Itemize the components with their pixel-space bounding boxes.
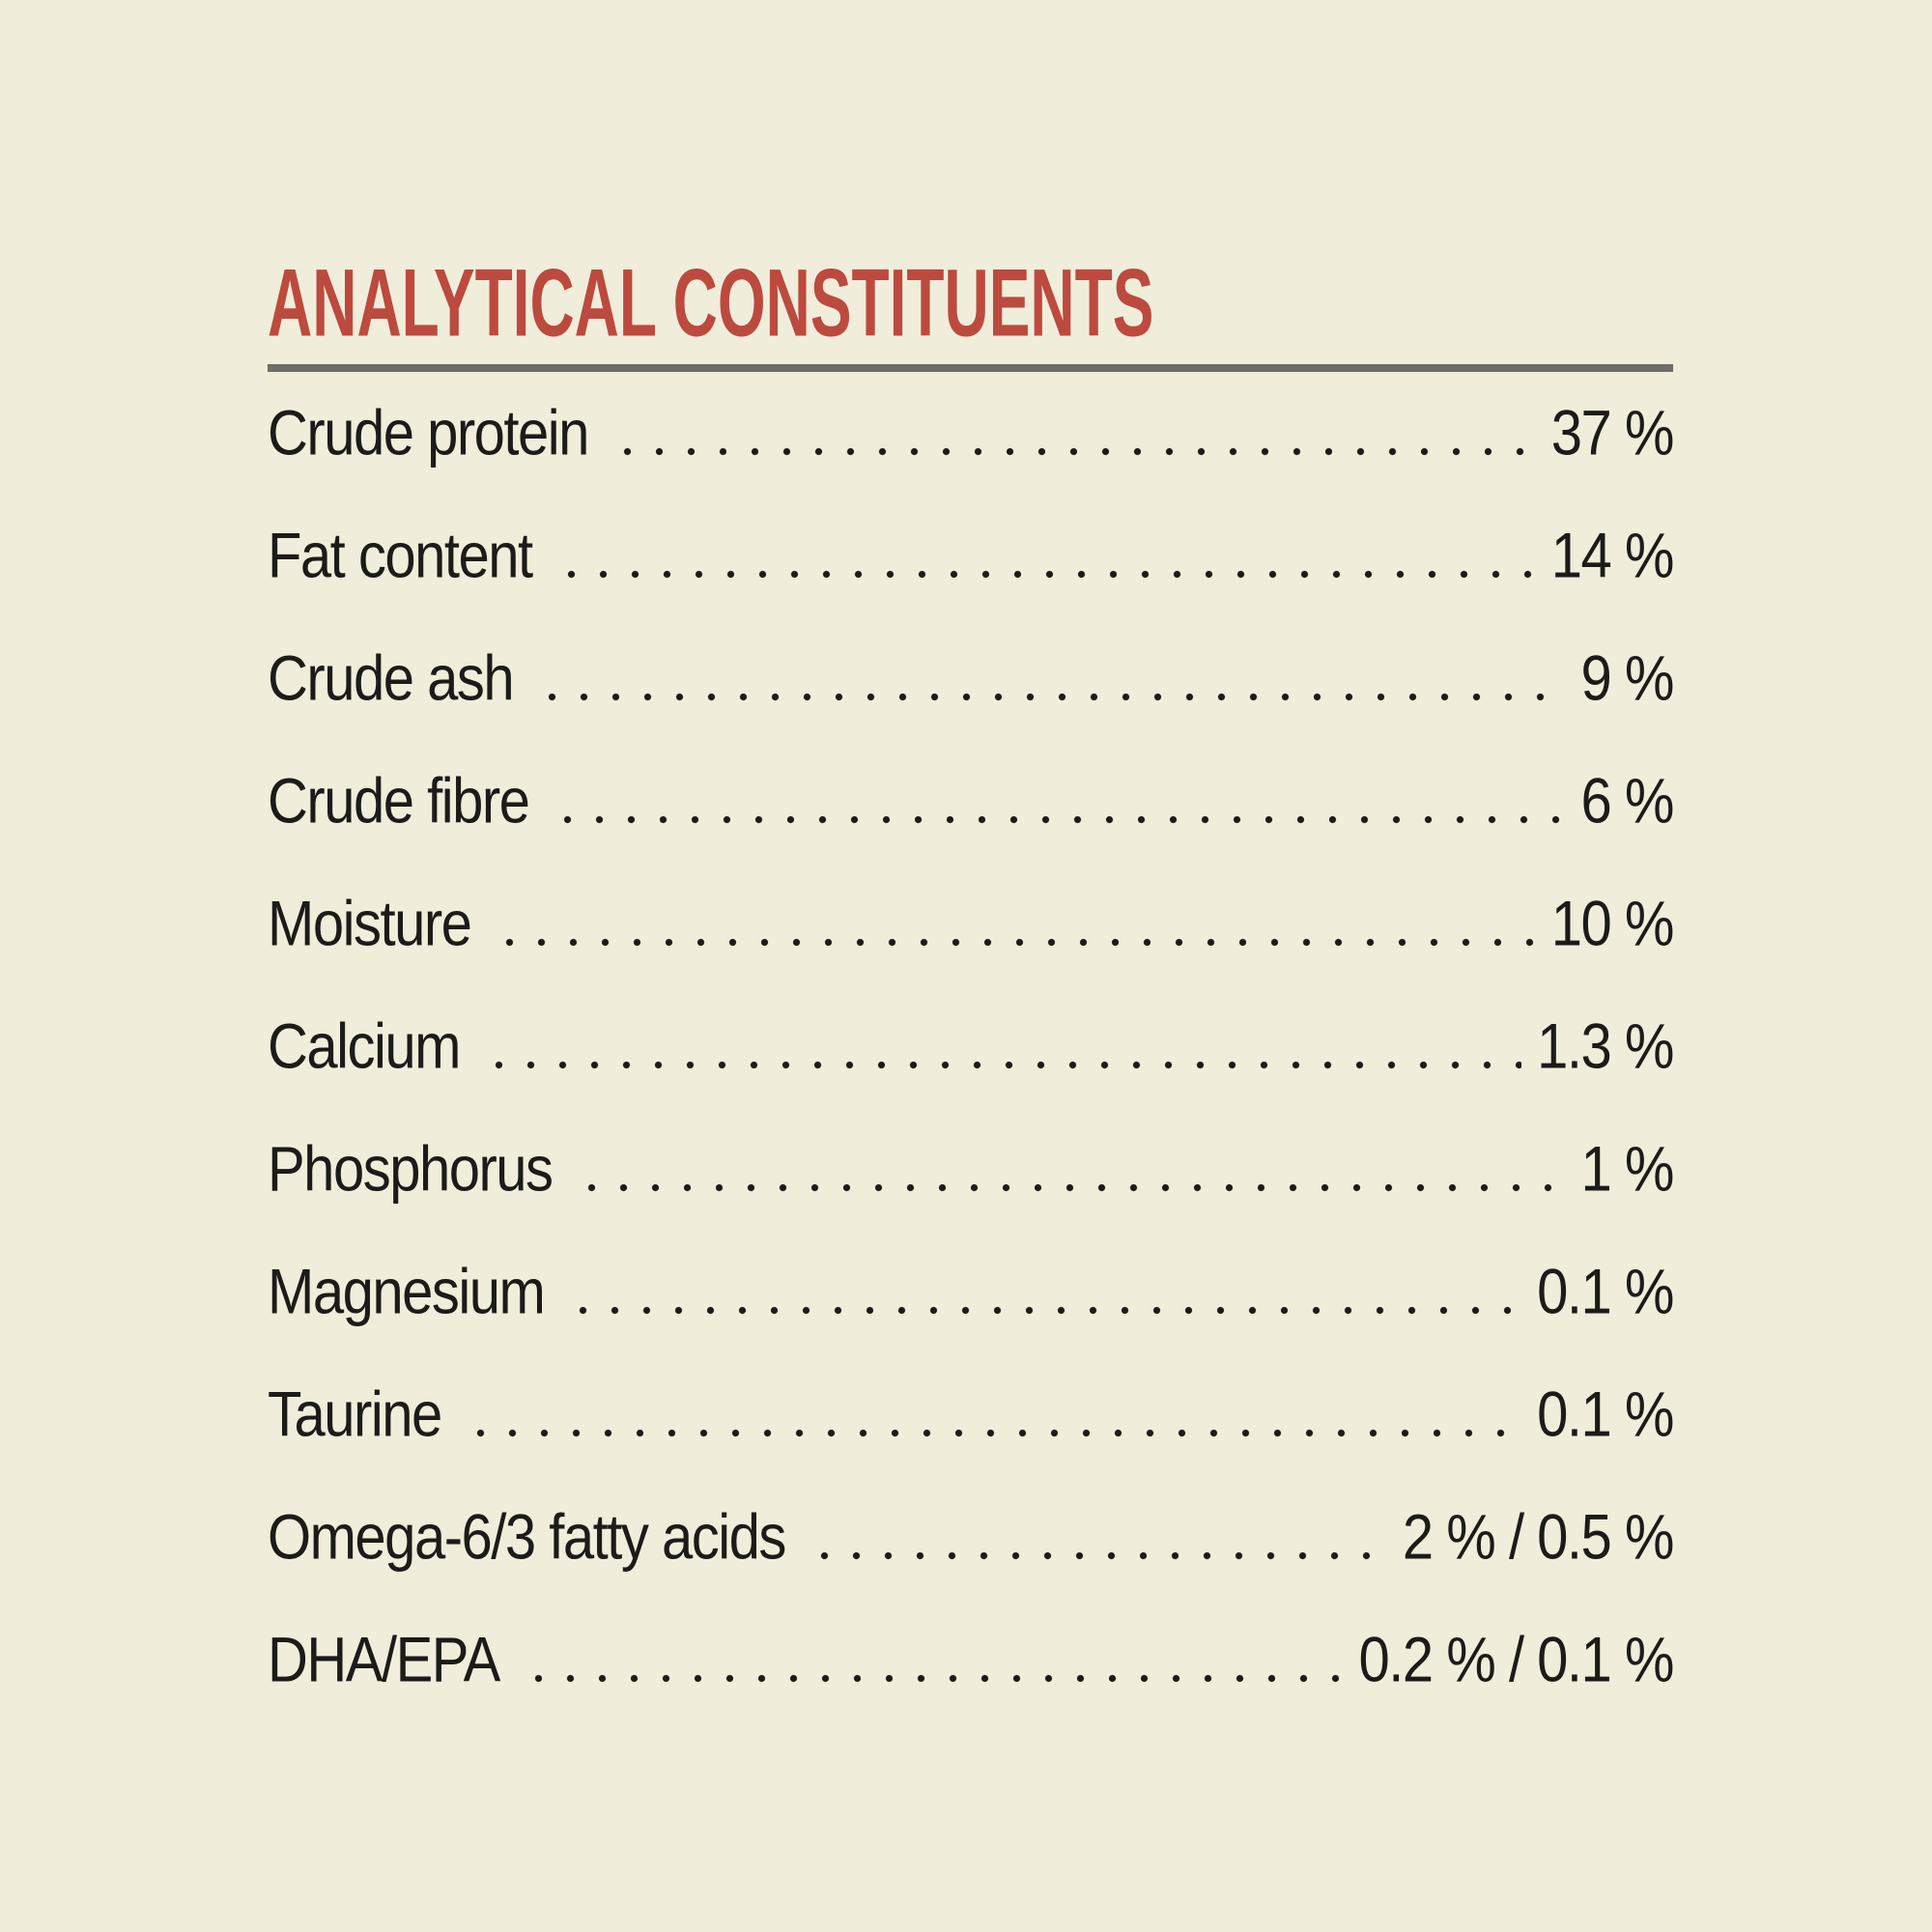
row-label: Fat content [268, 520, 533, 592]
row-value: 1.3 % [1537, 1010, 1674, 1083]
table-row: Magnesium 0.1 % [268, 1260, 1674, 1391]
row-value: 9 % [1580, 642, 1675, 715]
dotted-leader [546, 815, 1566, 824]
table-row: DHA/EPA 0.2 % / 0.1 % [268, 1628, 1675, 1759]
dotted-leader [516, 1674, 1344, 1683]
dotted-leader [605, 447, 1536, 456]
dotted-leader [488, 938, 1536, 947]
row-label: Crude protein [268, 397, 589, 469]
row-value: 0.1 % [1537, 1378, 1674, 1451]
dotted-leader [477, 1061, 1522, 1069]
dotted-leader [802, 1551, 1387, 1560]
row-label: Taurine [268, 1378, 442, 1451]
row-value: 10 % [1550, 888, 1675, 960]
section-title: ANALYTICAL CONSTITUENTS [268, 248, 1154, 357]
table-row: Taurine 0.1 % [268, 1382, 1674, 1514]
table-row: Phosphorus 1 % [268, 1137, 1675, 1268]
label-panel: ANALYTICAL CONSTITUENTS Crude protein 37… [268, 248, 1675, 1759]
table-row: Moisture 10 % [268, 892, 1675, 1023]
row-label: Magnesium [268, 1256, 546, 1328]
table-row: Calcium 1.3 % [268, 1014, 1674, 1146]
table-row: Crude protein 37 % [268, 401, 1675, 532]
row-label: Calcium [268, 1010, 462, 1083]
row-value: 14 % [1550, 520, 1675, 592]
table-row: Fat content 14 % [268, 524, 1675, 655]
row-value: 0.2 % / 0.1 % [1358, 1624, 1675, 1696]
dotted-leader [530, 693, 1566, 701]
dotted-leader [569, 1183, 1566, 1192]
row-label: Omega-6/3 fatty acids [268, 1501, 786, 1574]
row-label: Moisture [268, 888, 472, 960]
title-divider [268, 364, 1673, 372]
row-value: 2 % / 0.5 % [1402, 1501, 1675, 1574]
row-value: 0.1 % [1537, 1256, 1674, 1328]
dotted-leader [458, 1429, 1522, 1437]
row-value: 37 % [1550, 397, 1675, 469]
table-row: Omega-6/3 fatty acids 2 % / 0.5 % [268, 1505, 1675, 1636]
row-label: Phosphorus [268, 1133, 554, 1206]
row-value: 1 % [1580, 1133, 1675, 1206]
row-label: Crude fibre [268, 765, 530, 838]
table-row: Crude ash 9 % [268, 646, 1675, 778]
row-label: Crude ash [268, 642, 515, 715]
row-value: 6 % [1580, 765, 1675, 838]
constituents-list: Crude protein 37 % Fat content 14 % Crud… [268, 401, 1675, 1759]
table-row: Crude fibre 6 % [268, 769, 1675, 900]
dotted-leader [561, 1306, 1522, 1315]
dotted-leader [549, 570, 1536, 579]
row-label: DHA/EPA [268, 1624, 500, 1696]
